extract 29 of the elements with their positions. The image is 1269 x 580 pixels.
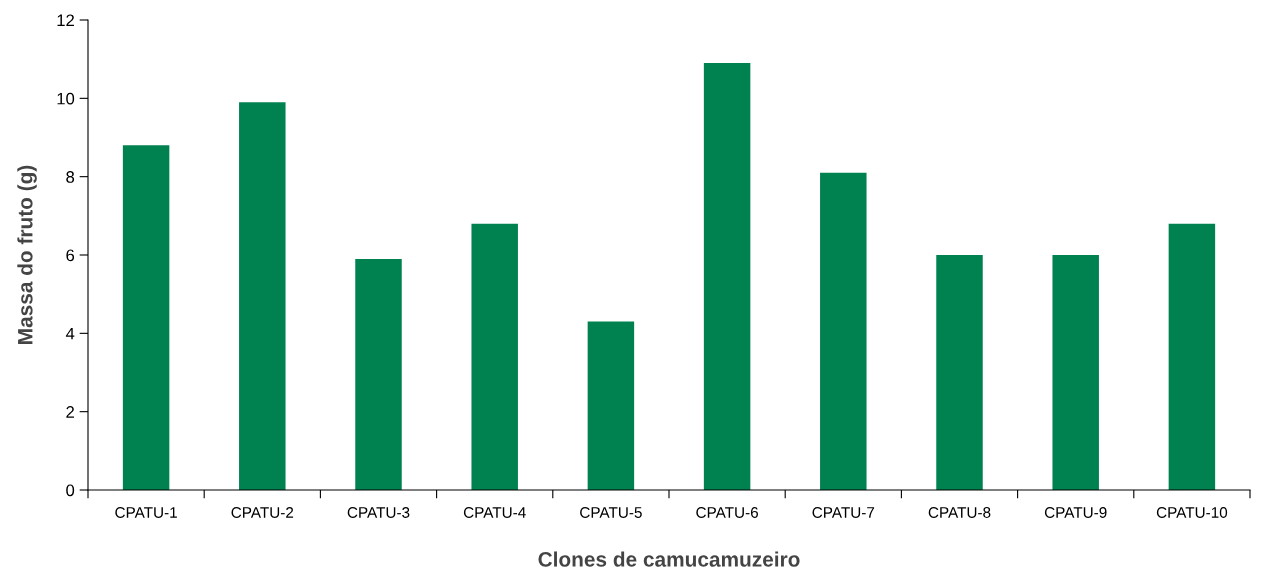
- bar: [1168, 223, 1216, 490]
- bar: [587, 321, 635, 490]
- bar: [355, 258, 402, 490]
- x-tick-label: CPATU-5: [580, 507, 642, 518]
- y-tick-label: 10: [57, 92, 75, 105]
- x-tick-label: CPATU-8: [928, 507, 991, 518]
- x-tick-label: CPATU-3: [347, 507, 410, 518]
- x-tick-label: CPATU-2: [231, 507, 294, 518]
- bar: [471, 223, 518, 490]
- bar: [820, 172, 867, 490]
- y-axis-title: Massa do fruto (g): [17, 165, 37, 344]
- x-axis-title: Clones de camucamuzeiro: [538, 551, 800, 567]
- x-tick-label: CPATU-6: [696, 507, 758, 518]
- y-tick-label: 8: [66, 171, 75, 183]
- bar: [936, 255, 983, 490]
- y-tick-label: 6: [66, 249, 75, 262]
- x-tick-label: CPATU-1: [115, 507, 177, 518]
- bar: [1052, 255, 1099, 490]
- y-tick-label: 12: [57, 14, 74, 27]
- x-tick-label: CPATU-7: [812, 507, 875, 518]
- x-tick-label: CPATU-9: [1044, 507, 1107, 518]
- bar: [703, 63, 751, 490]
- y-tick-label: 0: [66, 484, 75, 497]
- y-tick-label: 2: [66, 406, 74, 418]
- bar: [122, 145, 170, 490]
- x-tick-label: CPATU-4: [463, 507, 526, 518]
- x-tick-label: CPATU-10: [1156, 507, 1228, 518]
- bar: [239, 102, 286, 490]
- y-tick-label: 4: [65, 327, 75, 340]
